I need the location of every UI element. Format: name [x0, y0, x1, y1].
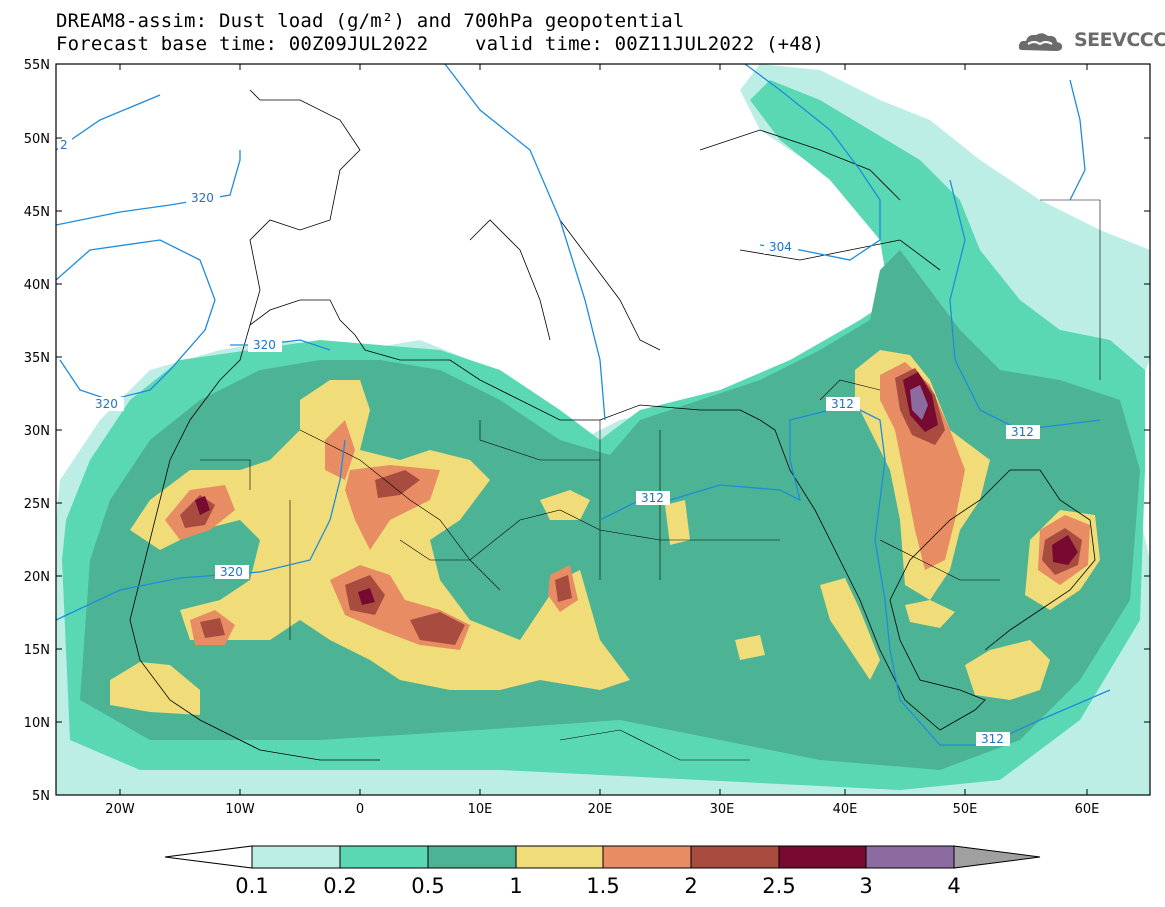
- seevccc-cloud-logo-icon: [1018, 33, 1063, 51]
- lat-tick-label: 50N: [24, 132, 50, 147]
- colorbar-swatch: [340, 846, 428, 868]
- dust-band-1-yemen: [905, 600, 955, 628]
- dust-band-2-mali: [200, 618, 225, 638]
- lon-tick-label: 30E: [710, 802, 735, 817]
- dust-band-2-chad: [555, 575, 572, 602]
- svg-text:320: 320: [220, 565, 243, 579]
- colorbar-label: 0.2: [323, 874, 356, 898]
- dust-band-1-egypt: [665, 500, 690, 545]
- colorbar-swatch: [603, 846, 691, 868]
- lon-tick-label: 20E: [588, 802, 613, 817]
- lat-tick-label: 55N: [24, 58, 50, 73]
- colorbar-label: 0.5: [411, 874, 444, 898]
- lon-tick-label: 40E: [833, 802, 858, 817]
- dust-band-1-somalia: [965, 640, 1050, 700]
- dust-band-1.5-iraq: [880, 362, 965, 570]
- lat-tick-label: 20N: [24, 570, 50, 585]
- contour-label: 320: [215, 565, 249, 579]
- svg-text:320: 320: [253, 338, 276, 352]
- colorbar-swatch: [252, 846, 340, 868]
- contour-label: 304: [764, 240, 798, 254]
- dust-band-3-niger: [358, 588, 375, 605]
- svg-text:2: 2: [60, 138, 68, 152]
- chart-title-line2: Forecast base time: 00Z09JUL2022 valid t…: [56, 33, 825, 55]
- contour-label-group: 320 320 320 320 312 312 312 312: [58, 138, 1040, 746]
- dust-field: [56, 64, 1150, 795]
- lat-tick-label: 5N: [32, 789, 50, 804]
- colorbar-label: 4: [947, 874, 960, 898]
- colorbar-under-arrow: [164, 845, 253, 869]
- colorbar-swatch: [691, 846, 779, 868]
- coastlines: [129, 89, 1096, 761]
- svg-text:312: 312: [1011, 425, 1034, 439]
- colorbar-swatch: [866, 846, 954, 868]
- lon-tick-label: 10W: [225, 802, 255, 817]
- contour-label: 320: [90, 397, 124, 411]
- contour-label: 312: [1006, 425, 1040, 439]
- colorbar-label: 1.5: [586, 874, 619, 898]
- minor-ticks: [56, 63, 1150, 796]
- dust-band-2-niger-e: [410, 612, 465, 645]
- lat-tick-label: 35N: [24, 351, 50, 366]
- colorbar-swatch: [516, 846, 603, 868]
- colorbar-swatch: [779, 846, 866, 868]
- colorbar-label: 0.1: [235, 874, 268, 898]
- contour-label: 320: [248, 338, 282, 352]
- svg-text:312: 312: [981, 732, 1004, 746]
- lon-tick-label: 50E: [953, 802, 978, 817]
- lon-tick-labels: 20W 10W 0 10E 20E 30E 40E 50E 60E: [105, 802, 1099, 817]
- contour-label: 312: [976, 732, 1010, 746]
- svg-text:312: 312: [831, 397, 854, 411]
- svg-text:320: 320: [191, 191, 214, 205]
- lon-tick-label: 10E: [468, 802, 493, 817]
- lat-tick-labels: 55N 50N 45N 40N 35N 30N 25N 20N 15N 10N …: [24, 58, 50, 804]
- contour-label: 320: [186, 191, 220, 205]
- svg-text:304: 304: [769, 240, 792, 254]
- contour-label: 312: [636, 491, 670, 505]
- lon-tick-label: 0: [356, 802, 364, 817]
- colorbar-label: 2: [684, 874, 697, 898]
- lat-tick-label: 15N: [24, 643, 50, 658]
- contour-label: 312: [826, 397, 860, 411]
- chart-title-line1: DREAM8-assim: Dust load (g/m²) and 700hP…: [56, 10, 685, 32]
- logo-text: SEEVCCC: [1074, 29, 1165, 51]
- colorbar-label: 3: [859, 874, 872, 898]
- colorbar-label: 2.5: [762, 874, 795, 898]
- dust-band-2-algeria: [375, 470, 420, 498]
- dust-band-1.5-algeria: [345, 465, 440, 550]
- dust-band-1-redsea: [820, 578, 880, 680]
- colorbar: 0.1 0.2 0.5 1 1.5 2 2.5 3 4: [164, 845, 1041, 898]
- dust-band-3-mauritania: [195, 496, 210, 515]
- borders: [200, 199, 1101, 761]
- lat-tick-label: 10N: [24, 716, 50, 731]
- lat-tick-label: 45N: [24, 205, 50, 220]
- colorbar-label: 1: [509, 874, 522, 898]
- svg-text:312: 312: [641, 491, 664, 505]
- dust-band-1-senegal: [110, 662, 200, 715]
- dust-band-4-iraq: [910, 385, 928, 420]
- dust-band-1-libya: [540, 490, 590, 520]
- dust-band-3-oman: [1052, 535, 1078, 565]
- lon-tick-label: 20W: [105, 802, 135, 817]
- colorbar-swatch: [428, 846, 516, 868]
- lat-tick-label: 30N: [24, 424, 50, 439]
- colorbar-over-arrow: [953, 845, 1041, 869]
- svg-text:320: 320: [95, 397, 118, 411]
- lon-tick-label: 60E: [1075, 802, 1100, 817]
- contour-label: 2: [58, 138, 72, 152]
- lat-tick-label: 40N: [24, 278, 50, 293]
- lat-tick-label: 25N: [24, 497, 50, 512]
- dust-band-1-sudan: [735, 635, 765, 660]
